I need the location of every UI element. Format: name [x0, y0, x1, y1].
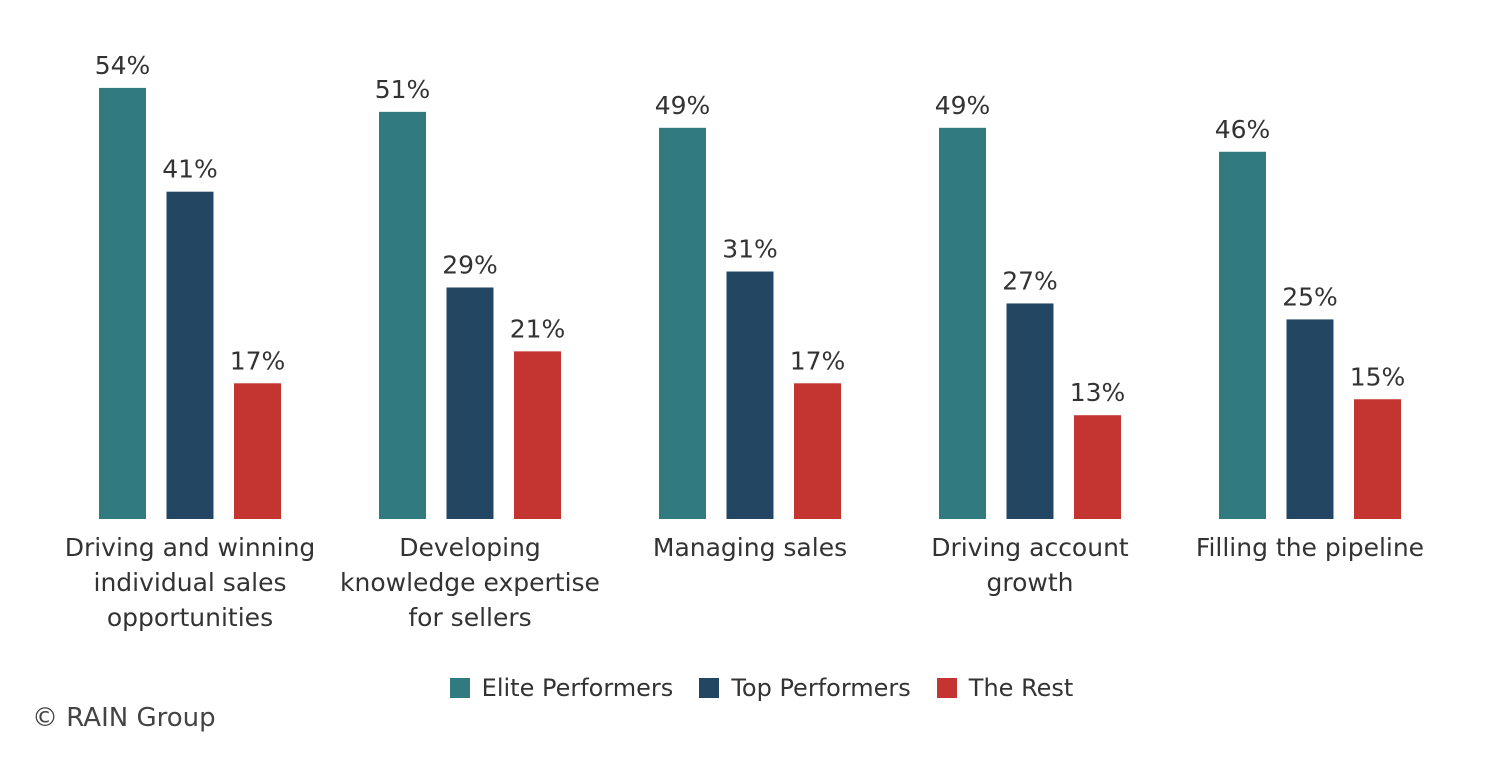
x-tick-label: Developing knowledge expertise for selle…: [340, 533, 600, 632]
bar: [659, 127, 706, 520]
bar: [514, 351, 561, 519]
value-label: 27%: [1002, 266, 1058, 295]
legend-swatch: [449, 678, 470, 698]
value-label: 29%: [442, 250, 498, 279]
value-label: 25%: [1282, 282, 1338, 311]
value-label: 46%: [1215, 115, 1271, 144]
bar: [939, 127, 986, 520]
x-tick-label: Driving account growth: [931, 533, 1129, 597]
bar: [99, 87, 146, 520]
legend-label: Elite Performers: [481, 674, 674, 702]
legend: Elite Performers Top Performers The Rest: [0, 674, 1493, 702]
value-label: 51%: [375, 75, 431, 104]
legend-swatch: [699, 678, 720, 698]
bar: [726, 271, 774, 519]
value-label: 21%: [510, 314, 566, 343]
bar: [446, 287, 494, 519]
bar: [794, 383, 841, 519]
bar: [234, 383, 281, 519]
value-label: 13%: [1070, 378, 1126, 407]
legend-item: Elite Performers: [449, 674, 674, 702]
value-label: 15%: [1350, 362, 1406, 391]
x-tick-label: Managing sales: [652, 533, 848, 562]
bar: [166, 191, 214, 519]
bar: [379, 111, 426, 519]
value-label: 49%: [655, 91, 711, 120]
bar: [1354, 399, 1401, 519]
bar: [1006, 303, 1054, 519]
legend-swatch: [936, 678, 957, 698]
value-label: 17%: [790, 346, 846, 375]
value-label: 54%: [95, 51, 151, 80]
bar: [1074, 415, 1121, 519]
legend-item: Top Performers: [699, 674, 911, 702]
value-label: 41%: [162, 155, 218, 184]
bar: [1219, 151, 1266, 519]
value-label: 31%: [722, 235, 778, 264]
x-tick-label: Driving and winning individual sales opp…: [64, 533, 316, 632]
value-label: 17%: [230, 346, 286, 375]
source: © RAIN Group: [32, 703, 216, 733]
legend-item: The Rest: [936, 674, 1074, 702]
x-tick-label: Filling the pipeline: [1195, 533, 1425, 562]
bar: [1286, 319, 1334, 519]
legend-label: Top Performers: [731, 674, 911, 702]
value-label: 49%: [935, 91, 991, 120]
legend-label: The Rest: [968, 674, 1074, 702]
